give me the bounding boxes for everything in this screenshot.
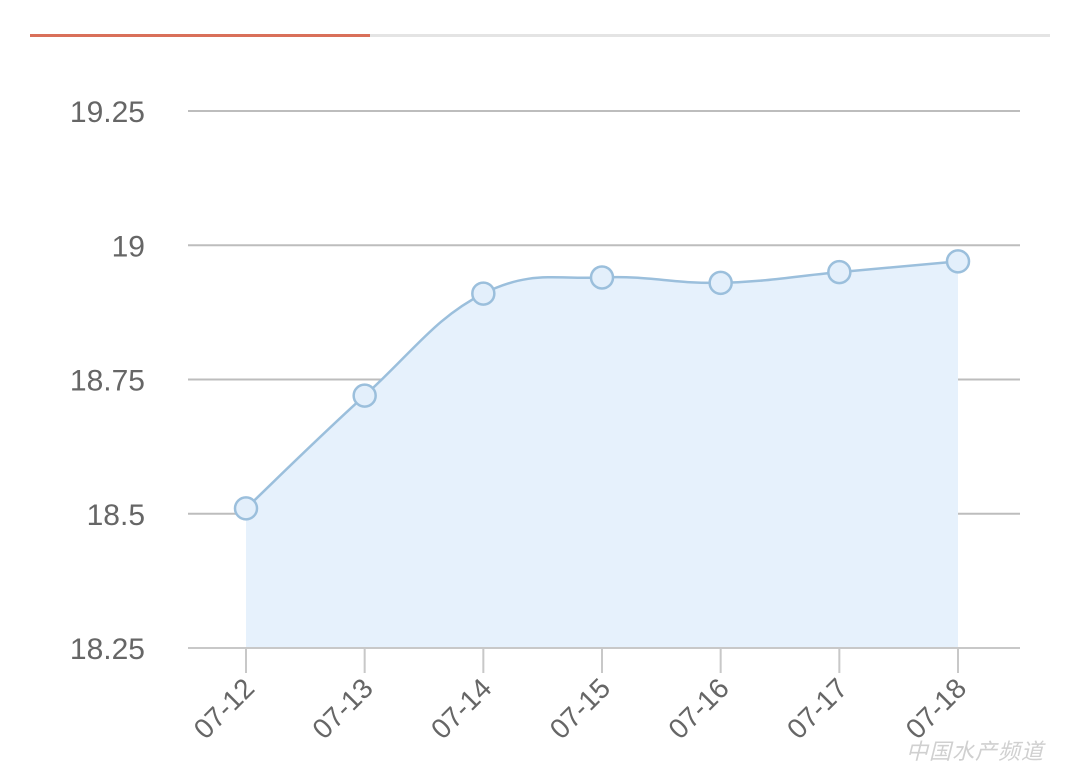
data-point bbox=[233, 496, 259, 521]
x-tick-label: 07-15 bbox=[544, 672, 617, 745]
data-point bbox=[708, 270, 733, 296]
x-tick-label: 07-14 bbox=[425, 672, 498, 745]
y-tick-label: 18.5 bbox=[87, 499, 145, 532]
x-tick-label: 07-17 bbox=[781, 672, 854, 745]
data-point bbox=[945, 249, 971, 274]
data-point bbox=[352, 383, 377, 408]
x-tick-label: 07-13 bbox=[306, 672, 379, 745]
tab-indicator-track bbox=[30, 34, 1050, 37]
data-point bbox=[471, 281, 496, 306]
y-tick-label: 19 bbox=[112, 230, 145, 263]
x-tick-label: 07-12 bbox=[188, 672, 261, 745]
y-tick-label: 18.75 bbox=[70, 365, 145, 398]
data-point bbox=[589, 265, 615, 290]
y-tick-label: 19.25 bbox=[70, 96, 145, 129]
watermark-logo: 中国水产频道 bbox=[905, 739, 1044, 764]
x-tick-label: 07-16 bbox=[662, 672, 735, 745]
area-fill bbox=[246, 261, 958, 648]
tab-indicator-active[interactable] bbox=[30, 34, 370, 37]
data-point bbox=[827, 259, 852, 285]
y-tick-label: 18.25 bbox=[70, 633, 145, 666]
